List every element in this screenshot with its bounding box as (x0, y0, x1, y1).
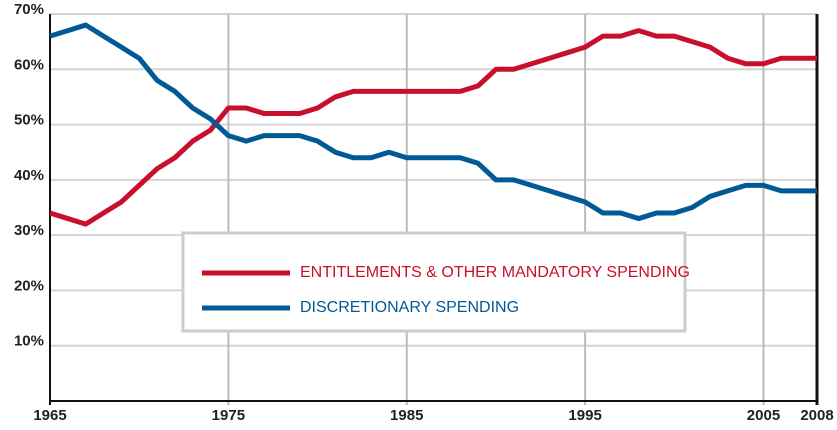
y-tick-label: 20% (14, 277, 44, 294)
x-tick-label: 2008 (800, 407, 833, 424)
series-line (49, 22, 817, 222)
x-tick-label: 1985 (390, 407, 423, 424)
y-tick-label: 30% (14, 222, 44, 239)
x-tick-label: 1965 (33, 407, 66, 424)
x-tick-label: 1995 (568, 407, 601, 424)
legend-text: DISCRETIONARY SPENDING (300, 299, 519, 316)
y-tick-label: 60% (14, 56, 44, 73)
y-tick-label: 40% (14, 167, 44, 184)
y-tick-label: 10% (14, 333, 44, 350)
x-tick-label: 1975 (212, 407, 245, 424)
x-tick-label: 2005 (747, 407, 780, 424)
y-tick-label: 70% (14, 1, 44, 18)
series-line (49, 28, 817, 227)
y-tick-label: 50% (14, 112, 44, 129)
legend-box (181, 231, 687, 333)
legend-text: ENTITLEMENTS & OTHER MANDATORY SPENDING (300, 264, 690, 281)
